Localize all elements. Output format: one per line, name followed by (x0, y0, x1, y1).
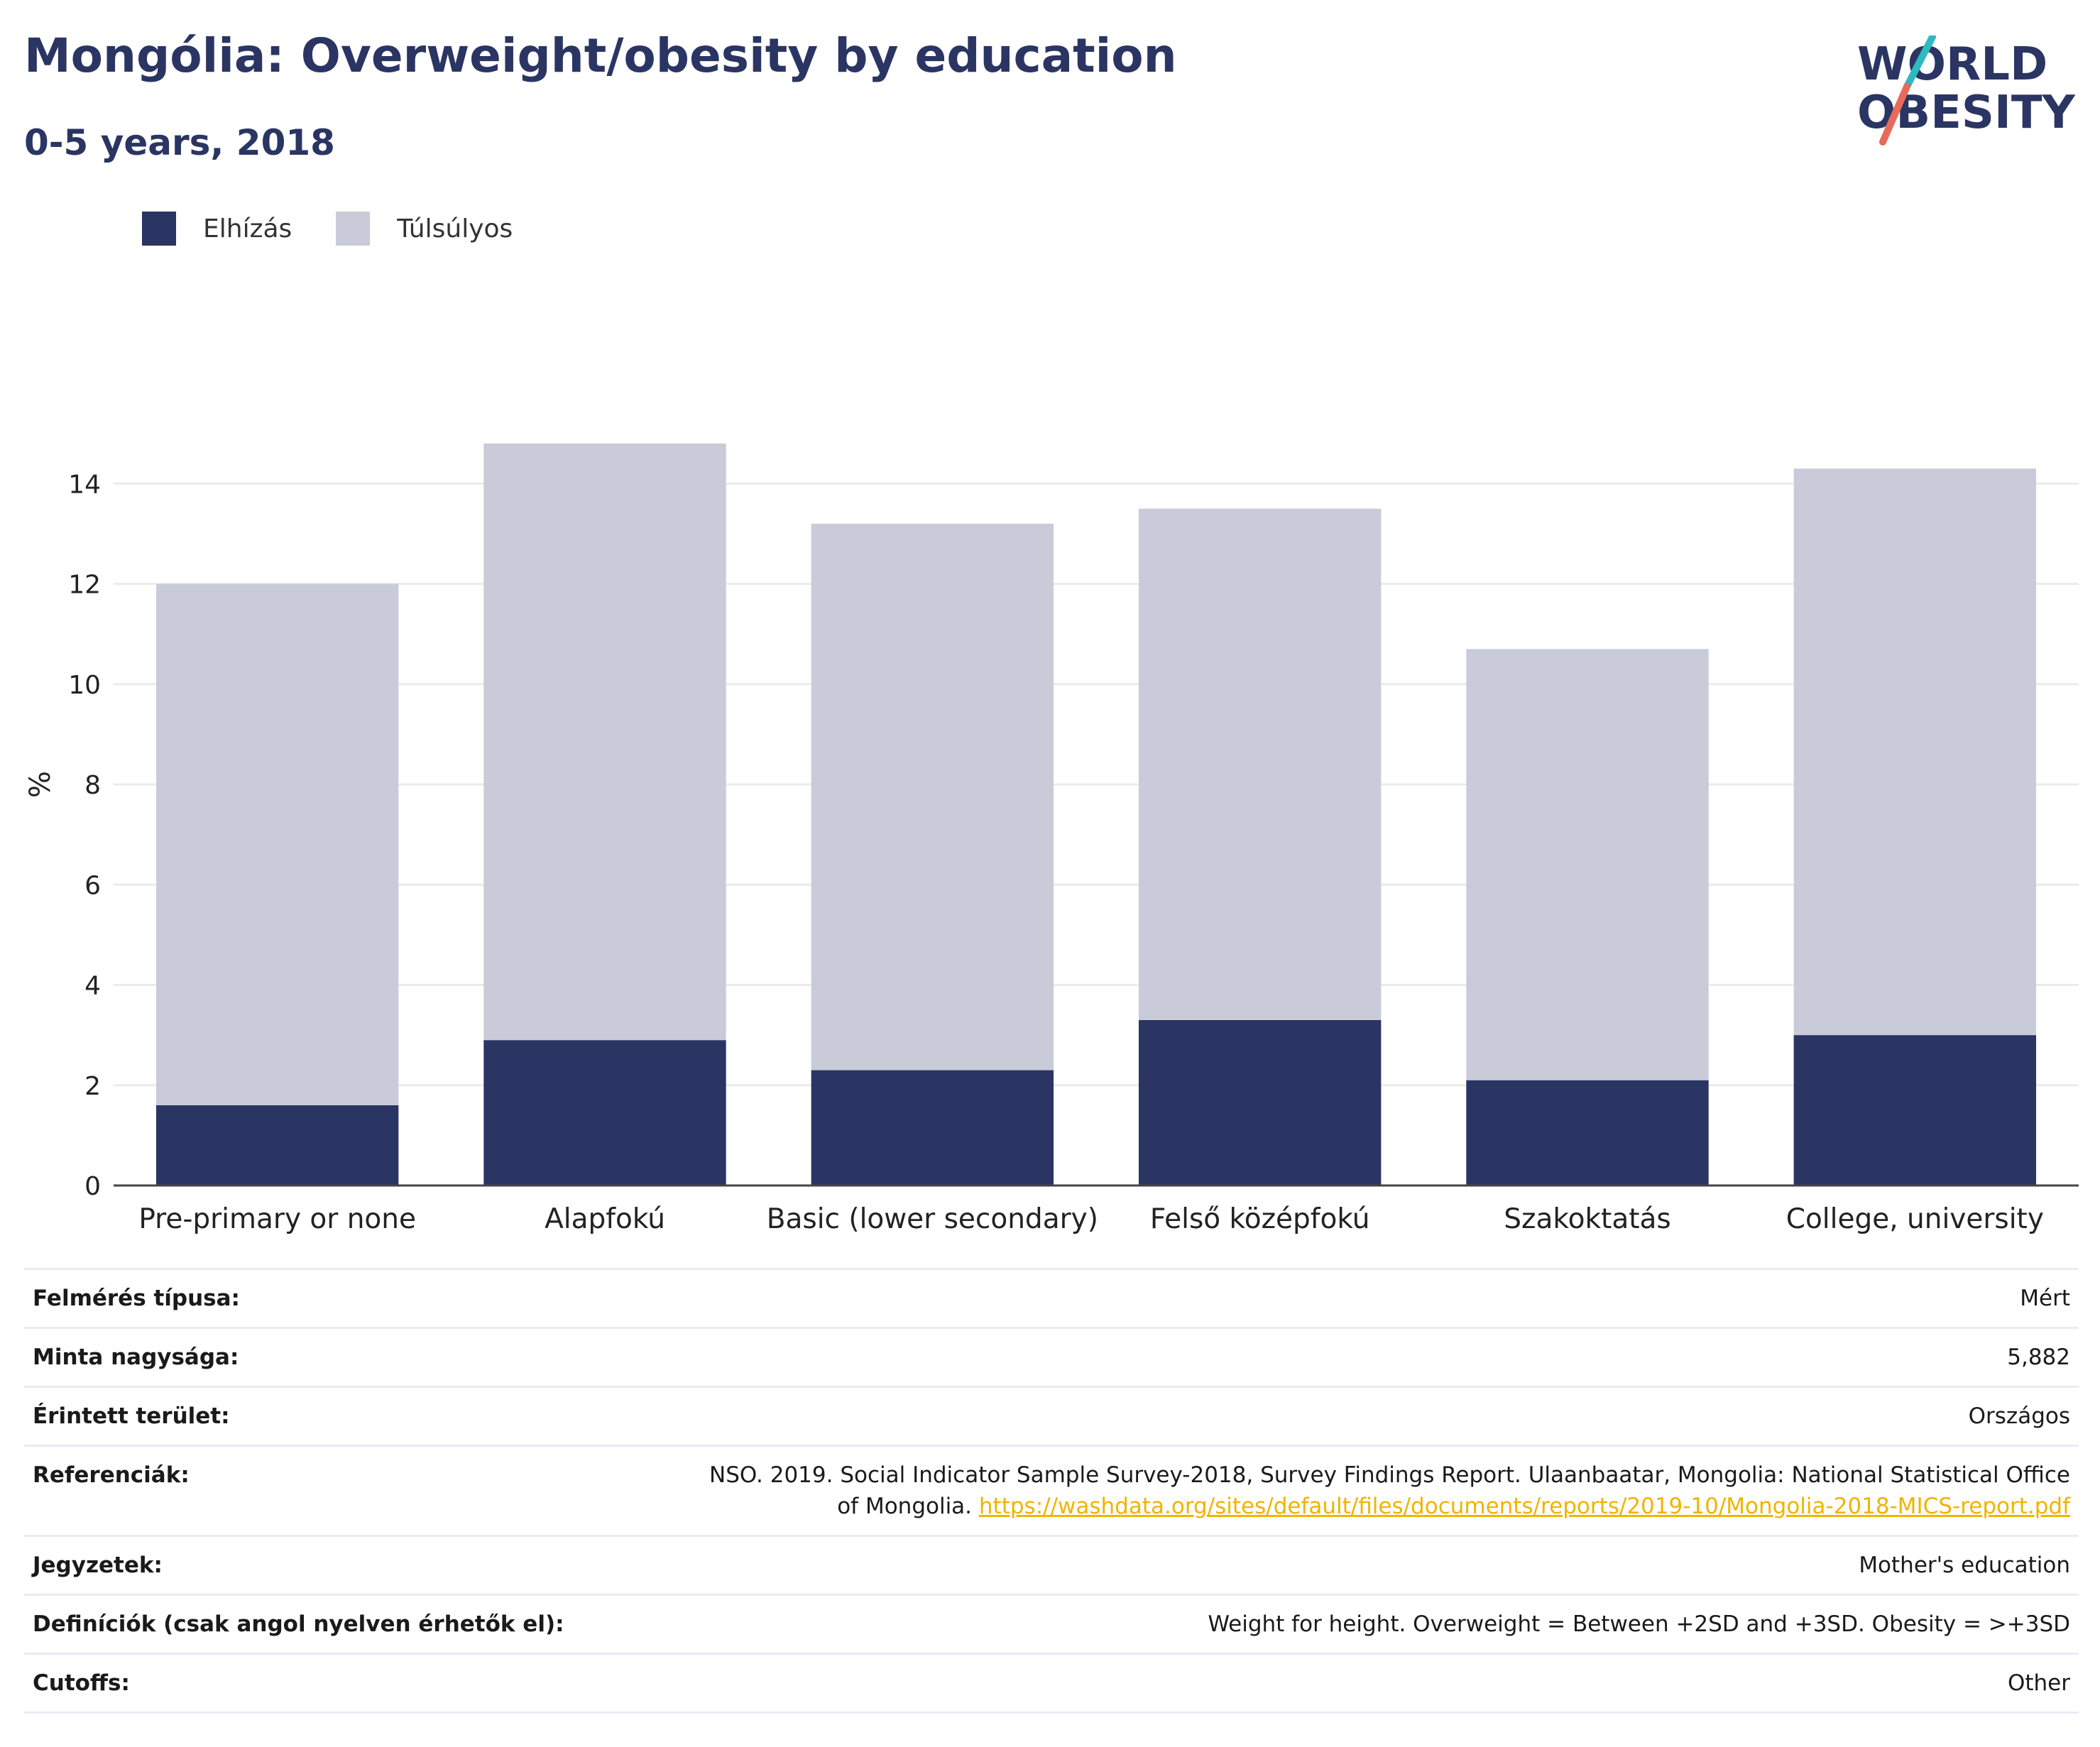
meta-key-survey-type: Felmérés típusa: (24, 1268, 680, 1328)
world-obesity-logo: WORLD OBESITY (1857, 35, 2075, 146)
table-row: Definíciók (csak angol nyelven érhetők e… (24, 1594, 2079, 1654)
meta-value-area: Országos (680, 1386, 2079, 1446)
stacked-bar-chart: 0 2 4 6 8 10 12 14% Pre-primary or none Alapfokú B… (24, 443, 2079, 1235)
y-tick-label: 12 (68, 571, 101, 600)
chart-title: Mongólia: Overweight/obesity by educatio… (24, 28, 1177, 83)
bar-overweight[interactable] (483, 443, 726, 1041)
bar-obesity[interactable] (811, 1070, 1054, 1185)
meta-key-definitions: Definíciók (csak angol nyelven érhetők e… (24, 1594, 680, 1654)
meta-value-references: NSO. 2019. Social Indicator Sample Surve… (680, 1445, 2079, 1536)
bar-obesity[interactable] (1466, 1080, 1709, 1185)
table-row: Minta nagysága: 5,882 (24, 1327, 2079, 1387)
bar-obesity[interactable] (155, 1105, 399, 1185)
reference-link[interactable]: https://washdata.org/sites/default/files… (978, 1494, 2070, 1519)
bar-overweight[interactable] (1793, 469, 2037, 1036)
chart-subtitle: 0-5 years, 2018 (24, 122, 335, 163)
logo-line1: WORLD (1857, 38, 2047, 91)
table-row: Cutoffs: Other (24, 1653, 2079, 1714)
meta-key-cutoffs: Cutoffs: (24, 1653, 680, 1714)
y-tick-label: 10 (68, 671, 101, 700)
y-tick-label: 4 (84, 972, 101, 1001)
x-category-label: Pre-primary or none (138, 1203, 416, 1235)
y-tick-label: 2 (84, 1072, 101, 1101)
meta-value-definitions: Weight for height. Overweight = Between … (680, 1594, 2079, 1654)
bar-overweight[interactable] (155, 584, 399, 1106)
legend-swatch-overweight (336, 212, 371, 246)
legend-item-obesity[interactable]: Elhízás (142, 212, 292, 246)
reference-text: NSO. 2019. Social Indicator Sample Surve… (709, 1462, 2070, 1519)
meta-value-cutoffs: Other (680, 1653, 2079, 1714)
bar-obesity[interactable] (1793, 1035, 2037, 1185)
table-row: Jegyzetek: Mother's education (24, 1535, 2079, 1595)
meta-key-sample-size: Minta nagysága: (24, 1327, 680, 1387)
metadata-table: Felmérés típusa: Mért Minta nagysága: 5,… (24, 1268, 2079, 1714)
y-tick-label: 8 (84, 771, 101, 800)
meta-value-survey-type: Mért (680, 1268, 2079, 1328)
x-category-label: Felső középfokú (1150, 1203, 1370, 1235)
x-category-label: Alapfokú (545, 1203, 665, 1235)
table-row: Referenciák: NSO. 2019. Social Indicator… (24, 1445, 2079, 1536)
bar-overweight[interactable] (811, 523, 1054, 1070)
meta-key-area: Érintett terület: (24, 1386, 680, 1446)
bar-obesity[interactable] (1138, 1019, 1382, 1185)
meta-value-notes: Mother's education (680, 1535, 2079, 1595)
x-category-label: Szakoktatás (1504, 1203, 1670, 1235)
bar-overweight[interactable] (1466, 649, 1709, 1080)
y-axis-title: % (24, 771, 57, 798)
x-category-label: Basic (lower secondary) (767, 1203, 1098, 1235)
table-row: Felmérés típusa: Mért (24, 1268, 2079, 1328)
y-tick-label: 14 (68, 470, 101, 499)
table-row: Érintett terület: Országos (24, 1386, 2079, 1446)
bar-overweight[interactable] (1138, 508, 1382, 1020)
meta-key-references: Referenciák: (24, 1445, 680, 1536)
x-category-label: College, university (1786, 1203, 2044, 1235)
meta-value-sample-size: 5,882 (680, 1327, 2079, 1387)
y-tick-label: 6 (84, 871, 101, 900)
meta-key-notes: Jegyzetek: (24, 1535, 680, 1595)
legend-label-overweight: Túlsúlyos (397, 214, 513, 243)
y-tick-label: 0 (84, 1172, 101, 1201)
legend-swatch-obesity (142, 212, 176, 246)
bar-obesity[interactable] (483, 1040, 726, 1185)
legend-item-overweight[interactable]: Túlsúlyos (336, 212, 513, 246)
chart-legend: Elhízás Túlsúlyos (142, 212, 557, 246)
legend-label-obesity: Elhízás (203, 214, 292, 243)
